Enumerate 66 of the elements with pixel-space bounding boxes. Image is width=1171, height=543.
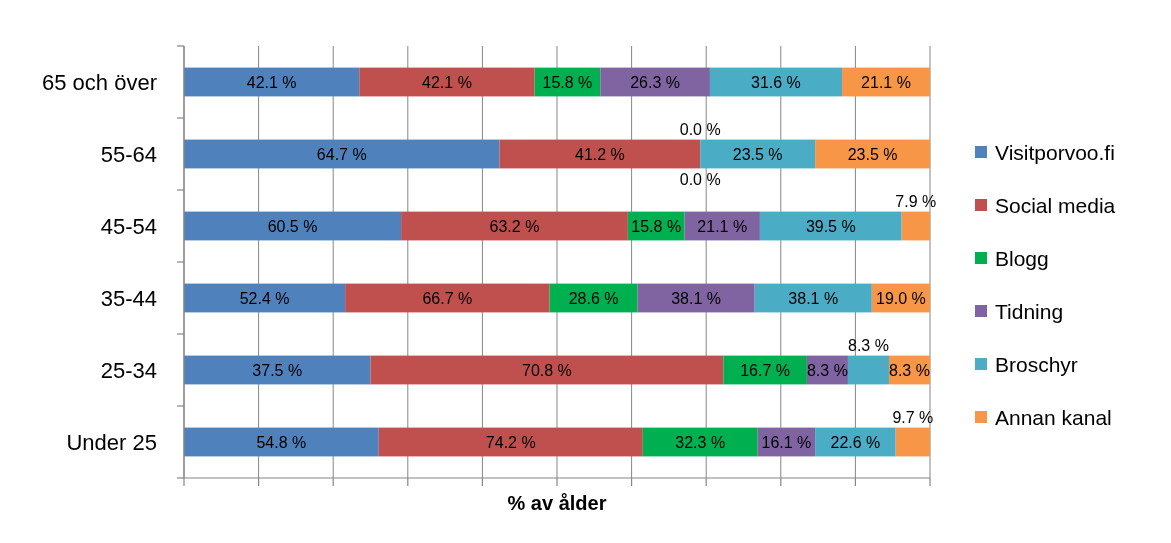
annotation: 21.1 % [697, 217, 748, 235]
annotation: 16.1 % [761, 433, 812, 451]
annotation: 9.7 % [892, 408, 934, 426]
y-tick-label: 35-44 [100, 285, 157, 311]
annotation: 23.5 % [847, 145, 898, 163]
legend-label: Visitporvoo.fi [995, 140, 1115, 164]
bar [901, 211, 930, 241]
bar [847, 355, 889, 385]
bar [184, 427, 379, 457]
annotation: 8.3 % [847, 336, 889, 354]
annotation: 63.2 % [489, 217, 540, 235]
bar [759, 211, 902, 241]
annotation: 38.1 % [788, 289, 839, 307]
annotation: 8.3 % [889, 361, 930, 379]
annotation: 70.8 % [522, 361, 572, 379]
bar [895, 427, 930, 457]
bar [184, 283, 346, 313]
annotation: 64.7 % [316, 145, 367, 163]
annotation: 42.1 % [246, 73, 297, 91]
annotation: 21.1 % [861, 73, 911, 91]
annotation: 41.2 % [574, 145, 625, 163]
legend-label: Annan kanal [995, 405, 1112, 429]
y-tick-label: 55-64 [100, 141, 157, 167]
bar [499, 139, 701, 169]
bar [370, 355, 724, 385]
bar [709, 67, 842, 97]
annotation: 22.6 % [830, 433, 881, 451]
annotation: 52.4 % [239, 289, 290, 307]
bar [359, 67, 535, 97]
y-tick-label: 45-54 [100, 213, 157, 239]
annotation: 42.1 % [422, 73, 472, 91]
annotation: 74.2 % [485, 433, 536, 451]
legend-label: Social media [995, 193, 1116, 217]
annotation: 31.6 % [751, 73, 801, 91]
bar [378, 427, 643, 457]
annotation: 15.8 % [542, 73, 593, 91]
annotation: 19.0 % [876, 289, 926, 307]
annotation: 39.5 % [805, 217, 856, 235]
annotation: 54.8 % [256, 433, 307, 451]
annotation: 60.5 % [267, 217, 318, 235]
legend-label: Blogg [995, 246, 1049, 270]
y-tick-label: Under 25 [66, 429, 157, 455]
annotation: 66.7 % [422, 289, 473, 307]
bar [345, 283, 550, 313]
bar [184, 67, 360, 97]
y-tick-label: 65 och över [42, 69, 157, 95]
annotation: 16.7 % [740, 361, 791, 379]
bar [184, 211, 402, 241]
y-tick-label: 25-34 [100, 357, 157, 383]
legend-label: Broschyr [995, 352, 1078, 376]
annotation: 28.6 % [568, 289, 619, 307]
annotation: 23.5 % [732, 145, 783, 163]
annotation: 0.0 % [679, 120, 721, 138]
annotation: 37.5 % [252, 361, 303, 379]
x-axis-title: % av ålder [507, 492, 607, 514]
annotation: 15.8 % [631, 217, 682, 235]
annotation: 38.1 % [671, 289, 722, 307]
annotation: 26.3 % [630, 73, 681, 91]
bar [401, 211, 628, 241]
bar [184, 355, 371, 385]
annotation: 8.3 % [806, 361, 848, 379]
legend-label: Tidning [995, 299, 1064, 323]
bar [184, 139, 500, 169]
annotation: 32.3 % [675, 433, 726, 451]
annotation: 7.9 % [895, 192, 937, 210]
annotation: 0.0 % [679, 170, 721, 188]
